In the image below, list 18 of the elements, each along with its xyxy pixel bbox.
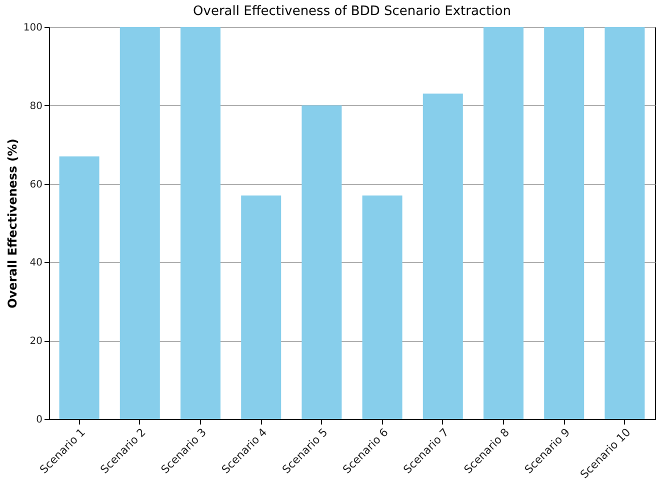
chart-title: Overall Effectiveness of BDD Scenario Extraction: [193, 4, 511, 19]
bar: [362, 196, 402, 419]
bar: [544, 27, 584, 419]
bar: [120, 27, 160, 419]
bar: [302, 105, 342, 419]
y-tick-label: 40: [30, 258, 42, 269]
bar: [604, 27, 645, 419]
bar: [180, 27, 220, 419]
bar: [241, 196, 282, 419]
y-tick-label: 20: [30, 336, 42, 348]
y-axis-title: Overall Effectiveness (%): [5, 138, 20, 308]
y-tick-label: 100: [23, 22, 42, 34]
y-tick-label: 0: [36, 414, 42, 426]
y-tick-label: 80: [30, 100, 42, 112]
y-tick-label: 60: [30, 179, 42, 190]
bar: [59, 156, 100, 419]
bar: [484, 27, 524, 419]
bar: [422, 94, 463, 419]
